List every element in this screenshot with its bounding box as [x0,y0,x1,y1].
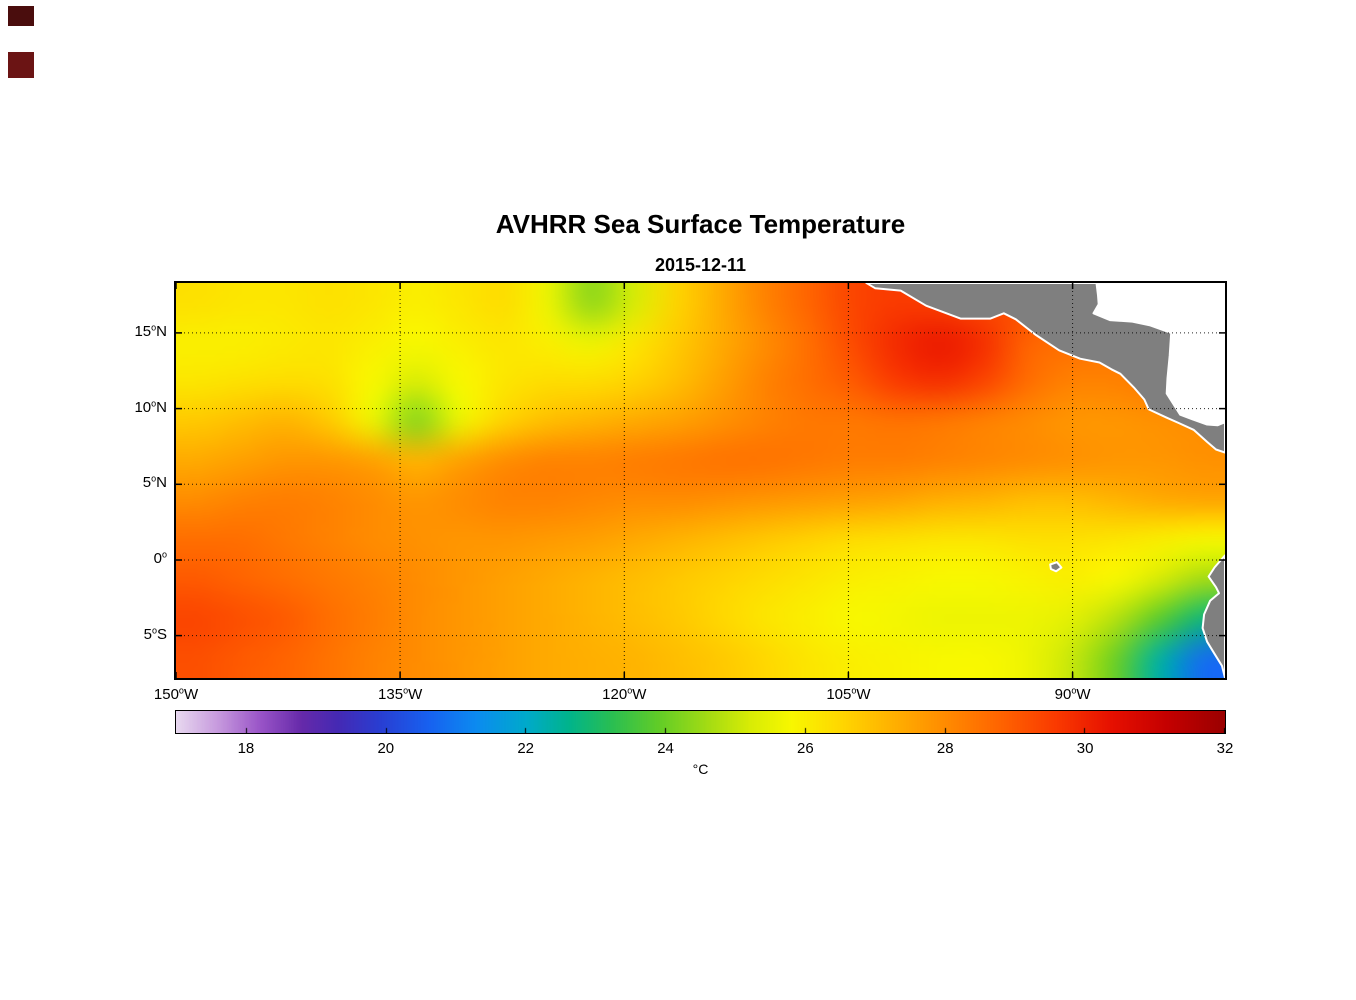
map-plot-area [174,281,1227,680]
chart-title: AVHRR Sea Surface Temperature [495,209,906,239]
x-tick-label: 90oW [1054,685,1091,703]
x-tick-label: 120oW [602,685,647,703]
y-tick-label: 5oS [143,625,167,643]
colorbar-tick-label: 32 [1216,740,1234,757]
colorbar-tick-label: 22 [517,740,534,757]
y-tick-label: 15oN [134,322,167,340]
colorbar-unit-label: °C [692,761,709,777]
artifact-mark [8,52,34,78]
galapagos-island [1049,561,1063,573]
x-tick-label: 150oW [153,685,199,703]
colorbar-tick-label: 24 [657,740,674,757]
colorbar-tick-label: 30 [1076,740,1094,757]
landmass-south-america [1201,554,1225,678]
colorbar-tick-label: 20 [377,740,395,757]
artifact-mark [8,6,34,26]
y-tick-label: 10oN [134,398,167,416]
colorbar [175,710,1226,734]
x-tick-label: 105oW [826,685,871,703]
colorbar-tick-label: 28 [936,740,954,757]
x-tick-label: 135oW [378,685,423,703]
y-tick-label: 5oN [142,473,167,492]
colorbar-tick-label: 18 [237,740,255,757]
chart-date: 2015-12-11 [654,255,747,275]
colorbar-gradient-canvas [176,711,1225,733]
sst-heatmap-canvas [176,283,1225,678]
landmass-central-america [865,283,1225,454]
map-overlay-svg [176,283,1225,678]
y-tick-label: 0o [153,549,167,567]
caribbean-nodata-region [1093,283,1225,426]
colorbar-tick-label: 26 [797,740,814,757]
